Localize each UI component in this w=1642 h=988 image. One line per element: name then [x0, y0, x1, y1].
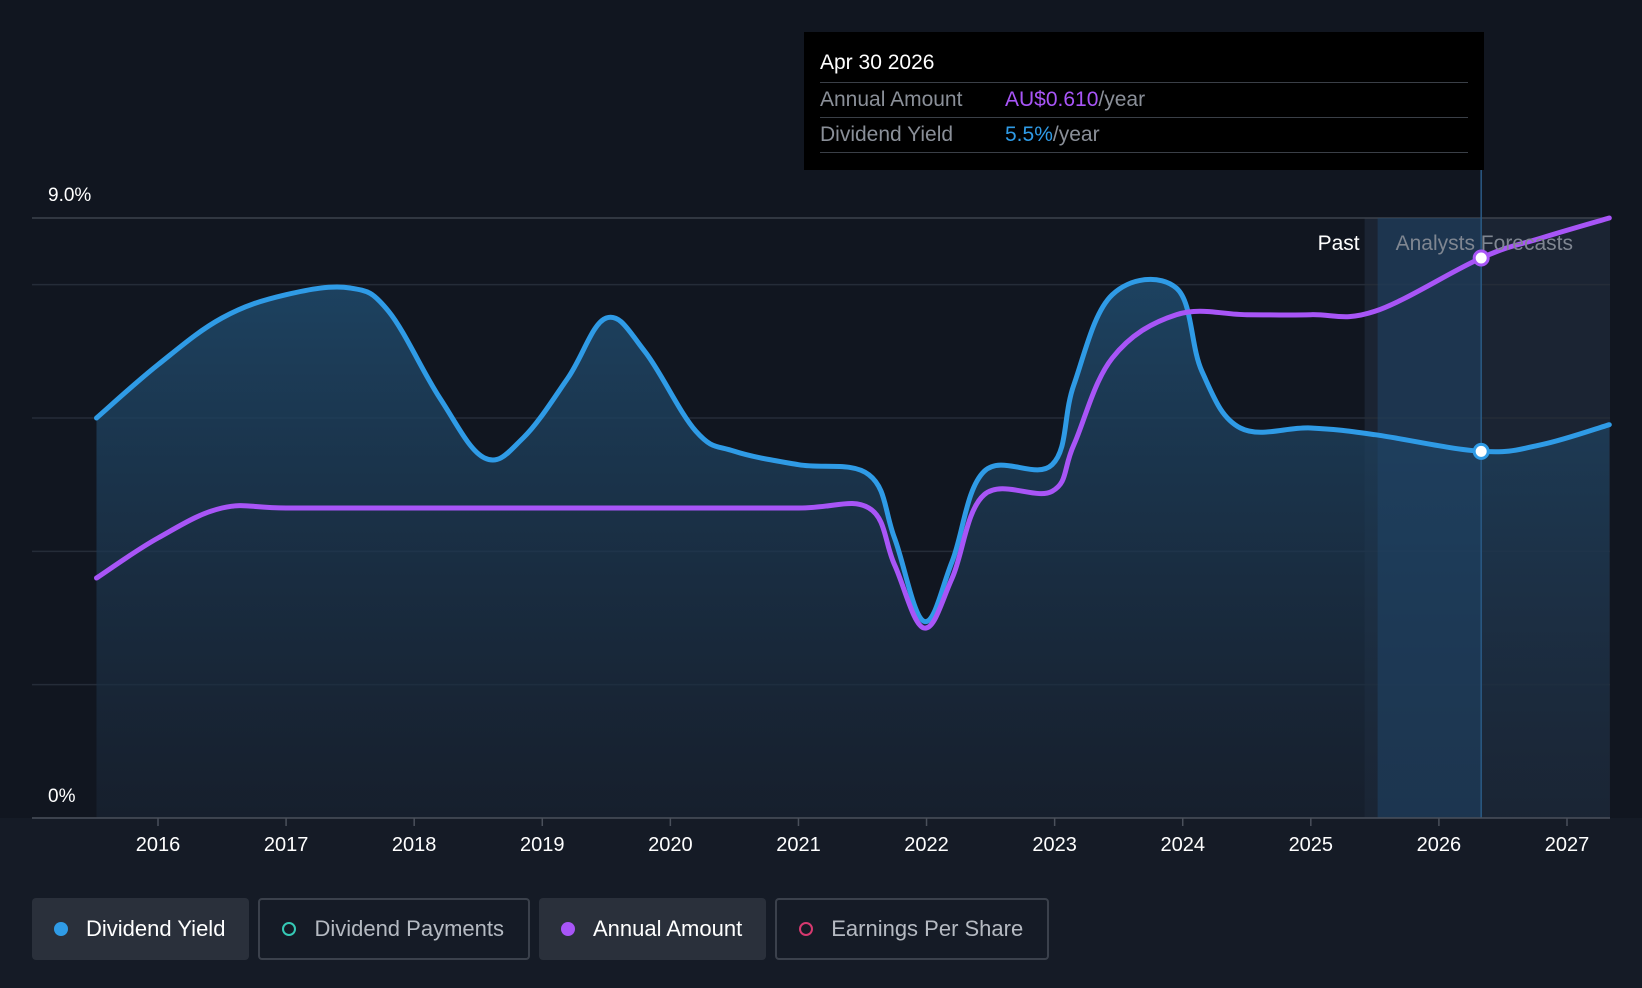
tooltip-date: Apr 30 2026 — [820, 48, 1468, 83]
y-tick-label-bottom: 0% — [48, 786, 76, 807]
dividend-payments-dot-icon — [282, 922, 297, 936]
x-tick-label: 2027 — [1545, 834, 1590, 856]
x-tick-label: 2016 — [136, 834, 181, 856]
legend-label-dividend-payments: Dividend Payments — [314, 916, 504, 941]
legend-annual-amount[interactable]: Annual Amount — [538, 898, 767, 960]
annual-amount-line — [94, 215, 1612, 631]
x-tick-label: 2021 — [776, 834, 821, 856]
legend-label-annual-amount: Annual Amount — [592, 916, 743, 941]
tooltip-annual-suffix: /year — [1098, 88, 1146, 111]
dividend-yield-area — [96, 279, 1610, 818]
forecast-label: Analysts Forecasts — [1396, 232, 1573, 255]
legend-earnings-per-share[interactable]: Earnings Per Share — [775, 898, 1050, 960]
tooltip-annual-value: AU$0.610 — [1005, 88, 1099, 111]
x-tick-label: 2019 — [520, 834, 565, 856]
x-tick-label: 2026 — [1417, 834, 1462, 856]
x-tick-label: 2023 — [1032, 834, 1077, 856]
hover-highlight-band — [1377, 218, 1482, 818]
tooltip-yield-value: 5.5% — [1005, 123, 1053, 146]
legend-label-dividend-yield: Dividend Yield — [86, 916, 226, 941]
tooltip-annual-label: Annual Amount — [820, 88, 963, 111]
legend-dividend-yield[interactable]: Dividend Yield — [32, 898, 250, 960]
dividend-yield-marker — [1472, 442, 1490, 460]
x-tick-label: 2022 — [904, 834, 949, 856]
dividend-yield-line — [94, 276, 1612, 624]
tooltip-annual-row: Annual Amount AU$0.610 /year — [820, 83, 1468, 118]
tooltip-yield-row: Dividend Yield 5.5% /year — [820, 118, 1468, 153]
tooltip-yield-label: Dividend Yield — [820, 123, 954, 146]
x-tick-label: 2020 — [648, 834, 693, 856]
tooltip: Apr 30 2026 Annual Amount AU$0.610 /year… — [804, 32, 1484, 170]
annual-amount-marker — [1472, 249, 1490, 267]
legend-dividend-payments[interactable]: Dividend Payments — [258, 898, 530, 960]
y-tick-label-top: 9.0% — [48, 185, 91, 206]
tooltip-yield-suffix: /year — [1052, 123, 1100, 146]
x-tick-label: 2017 — [264, 834, 309, 856]
x-tick-label: 2018 — [392, 834, 437, 856]
legend-label-earnings-per-share: Earnings Per Share — [831, 916, 1024, 941]
dividend-yield-dot-icon — [54, 922, 68, 936]
earnings-per-share-dot-icon — [799, 922, 814, 936]
legend: Dividend Yield Dividend Payments Annual … — [32, 898, 1050, 960]
annual-amount-dot-icon — [560, 922, 575, 936]
past-label: Past — [1318, 232, 1360, 255]
x-tick-label: 2024 — [1160, 834, 1205, 856]
x-tick-label: 2025 — [1289, 834, 1334, 856]
